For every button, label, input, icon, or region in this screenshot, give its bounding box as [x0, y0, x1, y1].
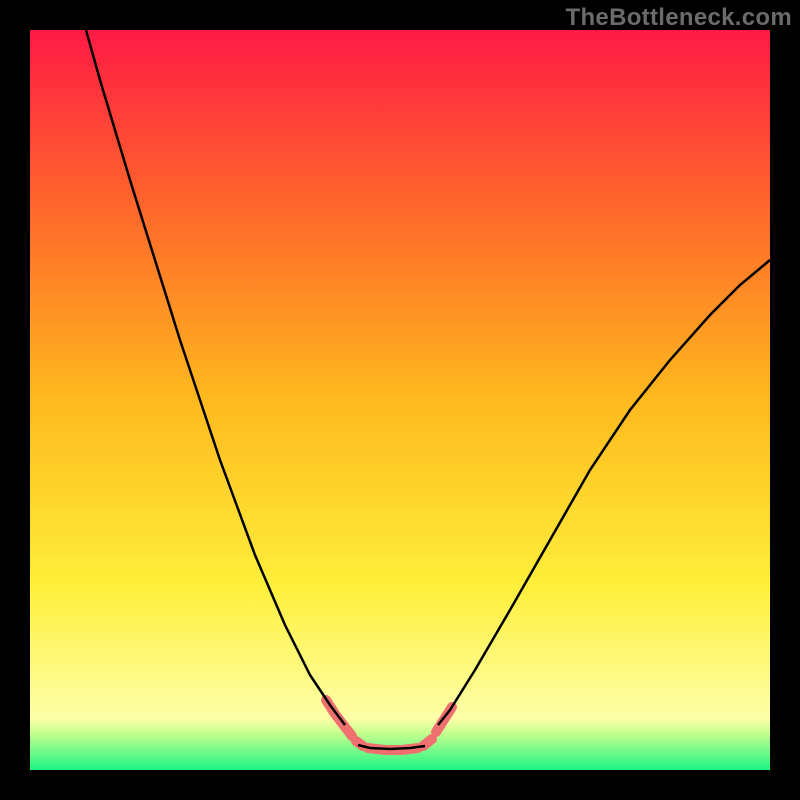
chart-area [30, 30, 770, 770]
watermark-text: TheBottleneck.com [566, 4, 792, 32]
curve-layer [30, 30, 770, 770]
curve-right [438, 260, 770, 725]
curve-left [86, 30, 345, 725]
